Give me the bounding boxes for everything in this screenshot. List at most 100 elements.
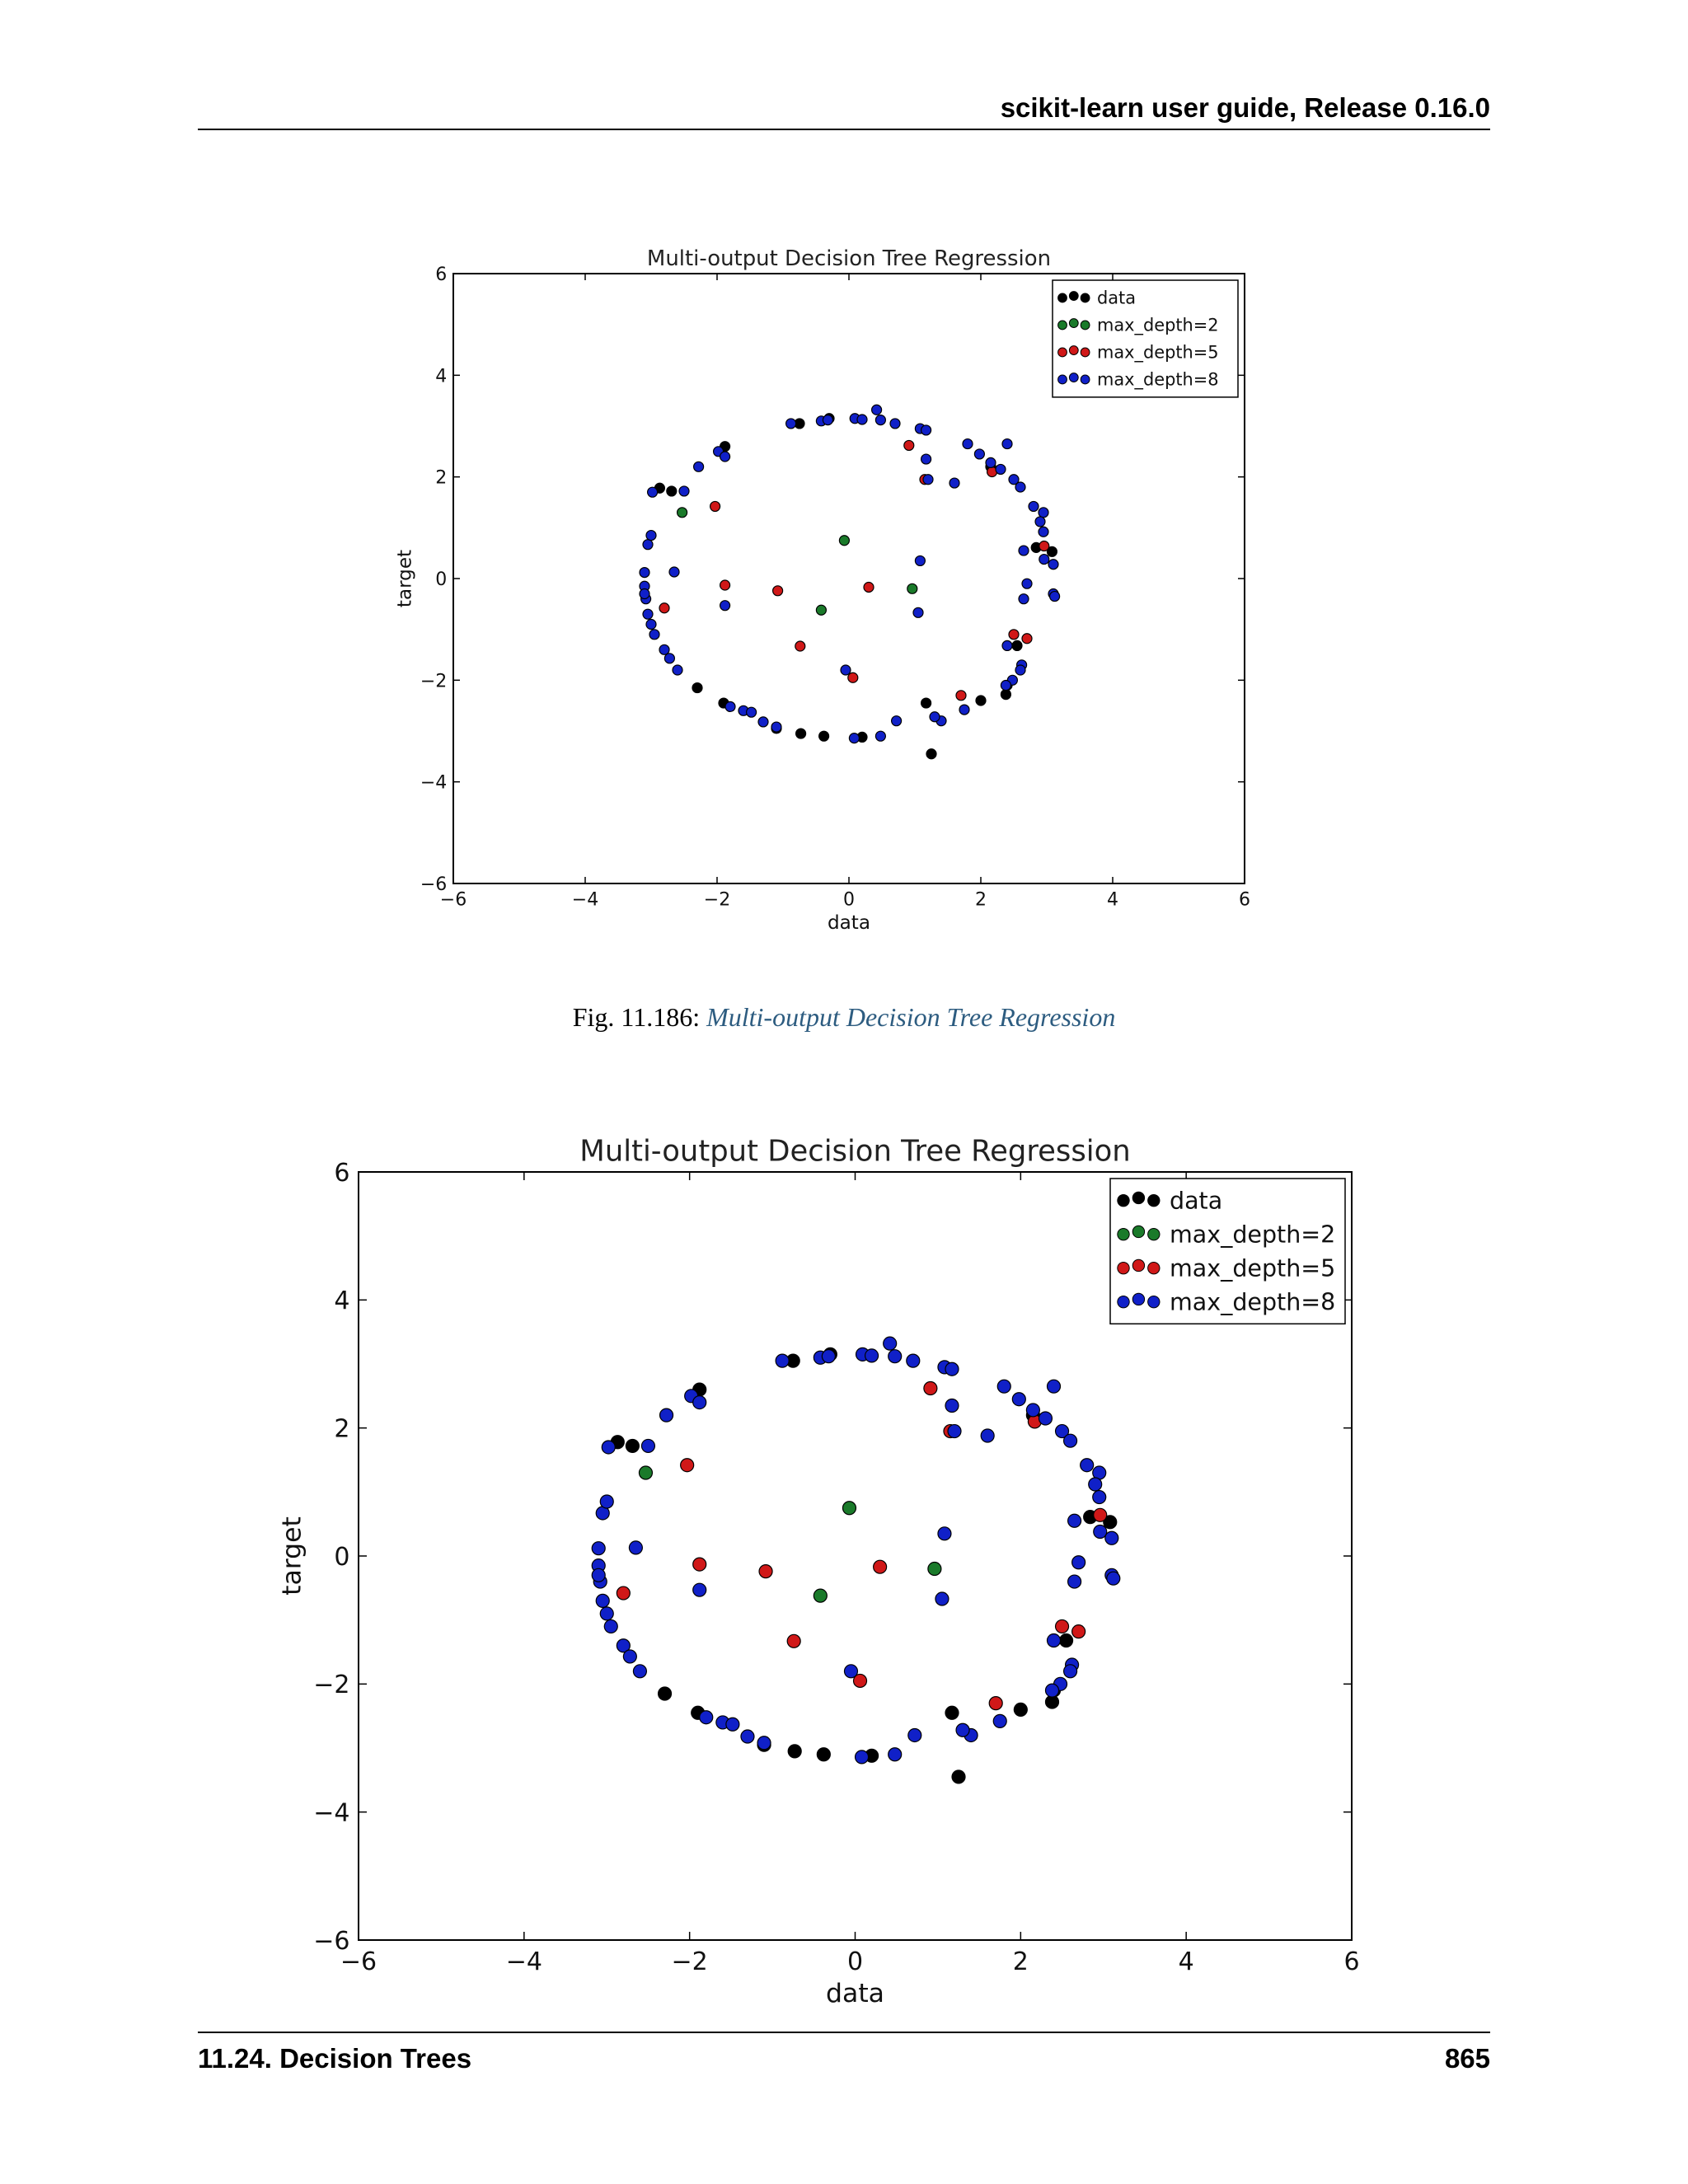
point-max-depth-8 xyxy=(996,1379,1011,1394)
point-max-depth-5 xyxy=(988,1696,1003,1711)
point-data xyxy=(1103,1515,1118,1530)
point-max-depth-8 xyxy=(920,453,932,465)
point-max-depth-8 xyxy=(659,1408,674,1422)
x-tick-label: 4 xyxy=(1107,889,1118,910)
point-max-depth-8 xyxy=(854,1750,870,1765)
legend-label-max-depth-2: max_depth=2 xyxy=(1170,1221,1335,1249)
point-max-depth-5 xyxy=(1008,629,1020,640)
point-max-depth-5 xyxy=(758,1564,773,1579)
point-max-depth-8 xyxy=(955,1722,970,1737)
x-tick-label: 0 xyxy=(843,889,855,910)
point-max-depth-8 xyxy=(962,438,973,450)
point-data xyxy=(1046,546,1058,557)
point-max-depth-8 xyxy=(1001,640,1013,651)
caption-link[interactable]: Multi-output Decision Tree Regression xyxy=(706,1002,1116,1032)
legend-marker-max-depth-8 xyxy=(1117,1295,1130,1309)
y-axis-label: target xyxy=(278,1516,307,1596)
legend-marker-max-depth-5 xyxy=(1068,345,1079,355)
point-max-depth-8 xyxy=(1028,500,1039,513)
point-max-depth-5 xyxy=(955,690,967,701)
legend-marker-max-depth-5 xyxy=(1117,1261,1130,1275)
point-max-depth-8 xyxy=(595,1593,610,1608)
legend-marker-max-depth-5 xyxy=(1132,1258,1146,1272)
legend-marker-data xyxy=(1132,1191,1146,1205)
point-max-depth-8 xyxy=(980,1428,995,1443)
point-max-depth-8 xyxy=(639,567,650,579)
figure-2: Multi-output Decision Tree Regression −6−… xyxy=(264,1121,1393,2032)
point-max-depth-8 xyxy=(995,463,1006,476)
y-tick-label: −4 xyxy=(313,1798,349,1827)
point-max-depth-5 xyxy=(903,439,915,452)
point-max-depth-5 xyxy=(847,672,859,683)
point-max-depth-8 xyxy=(1038,526,1049,537)
y-tick-label: 6 xyxy=(334,1159,349,1188)
point-max-depth-8 xyxy=(724,701,736,713)
point-max-depth-2 xyxy=(842,1501,857,1516)
x-tick-label: −6 xyxy=(340,1947,377,1976)
point-max-depth-8 xyxy=(757,1736,771,1750)
point-max-depth-8 xyxy=(692,1582,707,1597)
point-data xyxy=(1011,640,1023,651)
point-max-depth-8 xyxy=(1088,1477,1103,1492)
point-max-depth-8 xyxy=(1067,1574,1082,1589)
point-max-depth-8 xyxy=(725,1717,740,1732)
point-max-depth-8 xyxy=(1044,1683,1060,1698)
point-data xyxy=(920,697,932,709)
point-max-depth-8 xyxy=(907,1727,922,1743)
legend-label-max-depth-2: max_depth=2 xyxy=(1097,316,1219,336)
point-max-depth-8 xyxy=(1001,438,1013,450)
point-max-depth-5 xyxy=(1039,540,1050,552)
point-max-depth-8 xyxy=(672,664,683,676)
chart-title: Multi-output Decision Tree Regression xyxy=(647,246,1051,271)
point-max-depth-8 xyxy=(591,1541,606,1556)
x-tick-label: 2 xyxy=(975,889,987,910)
point-max-depth-8 xyxy=(848,733,860,744)
legend-label-max-depth-5: max_depth=5 xyxy=(1170,1255,1335,1282)
point-max-depth-8 xyxy=(692,1395,707,1410)
legend-label-max-depth-5: max_depth=5 xyxy=(1097,343,1219,363)
point-max-depth-5 xyxy=(680,1458,695,1473)
legend-marker-max-depth-8 xyxy=(1147,1295,1160,1309)
point-max-depth-8 xyxy=(843,1664,859,1679)
point-max-depth-8 xyxy=(668,566,680,578)
page-number: 865 xyxy=(1444,2043,1490,2074)
x-tick-label: 2 xyxy=(1013,1947,1029,1976)
point-max-depth-8 xyxy=(720,600,731,612)
point-max-depth-8 xyxy=(822,415,834,426)
point-max-depth-8 xyxy=(922,474,934,485)
y-axis-label: target xyxy=(394,550,415,607)
point-max-depth-8 xyxy=(645,618,657,630)
point-data xyxy=(666,485,678,497)
legend-marker-data xyxy=(1117,1193,1130,1207)
legend-marker-max-depth-2 xyxy=(1147,1227,1160,1241)
point-max-depth-8 xyxy=(912,607,924,618)
point-max-depth-8 xyxy=(914,555,926,567)
point-max-depth-8 xyxy=(771,721,782,733)
point-max-depth-5 xyxy=(795,640,806,652)
point-max-depth-5 xyxy=(1071,1624,1086,1639)
x-tick-label: −2 xyxy=(672,1947,708,1976)
point-max-depth-5 xyxy=(786,1633,801,1648)
legend-marker-max-depth-5 xyxy=(1080,347,1090,358)
legend-label-data: data xyxy=(1097,288,1136,308)
legend-marker-max-depth-2 xyxy=(1080,320,1090,330)
point-max-depth-8 xyxy=(1092,1489,1107,1505)
point-max-depth-8 xyxy=(603,1619,618,1634)
legend-label-max-depth-8: max_depth=8 xyxy=(1097,370,1219,391)
y-tick-label: 0 xyxy=(435,569,447,590)
point-max-depth-5 xyxy=(772,585,784,597)
point-max-depth-8 xyxy=(1018,545,1029,556)
point-max-depth-8 xyxy=(920,424,932,436)
point-max-depth-8 xyxy=(1034,516,1046,527)
point-max-depth-5 xyxy=(1093,1507,1108,1522)
point-max-depth-8 xyxy=(659,644,670,655)
point-max-depth-8 xyxy=(599,1606,614,1621)
point-max-depth-8 xyxy=(628,1540,643,1555)
point-max-depth-2 xyxy=(838,535,851,546)
point-max-depth-8 xyxy=(1071,1555,1086,1570)
point-max-depth-8 xyxy=(645,529,657,541)
point-max-depth-8 xyxy=(1018,593,1029,605)
point-max-depth-8 xyxy=(640,1438,656,1454)
x-tick-label: 6 xyxy=(1343,1947,1359,1976)
caption-prefix: Fig. 11.186: xyxy=(572,1002,707,1032)
